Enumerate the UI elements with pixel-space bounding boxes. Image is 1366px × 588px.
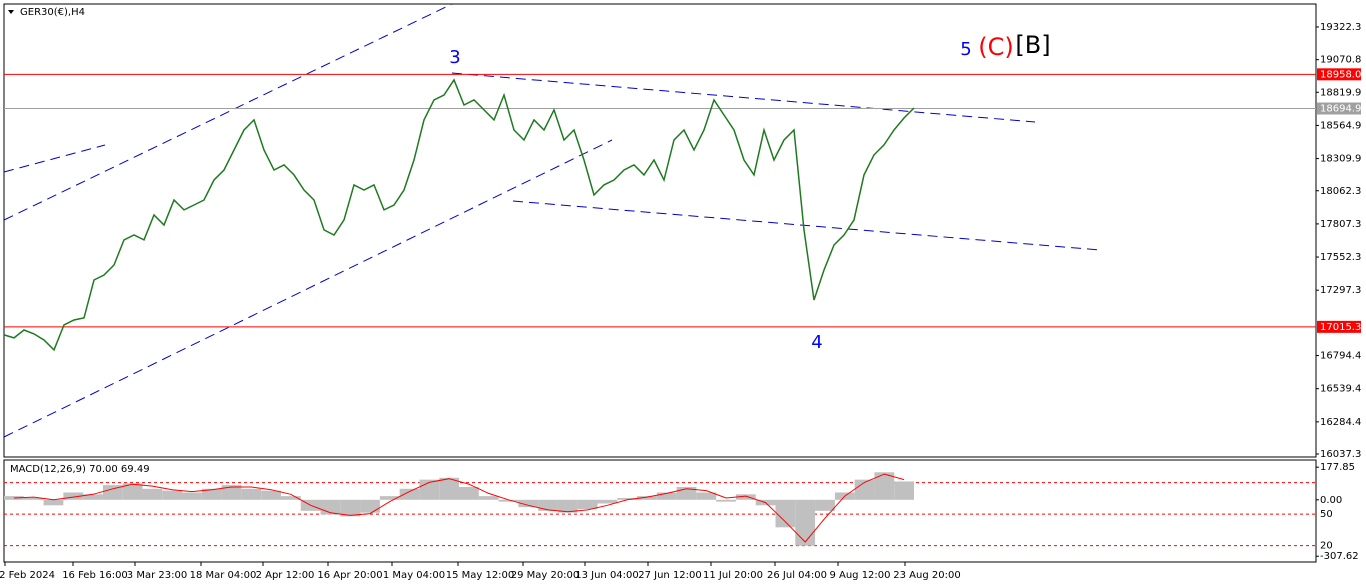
price-label-box [1317, 68, 1361, 81]
menu-arrow[interactable] [8, 10, 14, 14]
x-tick-label: 27 Jun 12:00 [638, 570, 702, 581]
macd-bar [775, 499, 796, 528]
macd-bar [696, 492, 717, 500]
macd-bar [518, 499, 539, 508]
y-tick-label: 16794.4 [1320, 351, 1361, 362]
wave-label: [B] [1015, 31, 1050, 59]
macd-bar [63, 492, 84, 500]
macd-bar [439, 477, 459, 500]
x-tick-label: 11 Jul 20:00 [703, 570, 763, 581]
y-tick-label: 17297.3 [1320, 285, 1361, 296]
trend-line [451, 72, 1036, 123]
y-tick-label: 16037.3 [1320, 449, 1361, 460]
macd-bar [280, 496, 301, 500]
macd-title: MACD(12,26,9) 70.00 69.49 [10, 464, 150, 475]
macd-bar [83, 494, 103, 500]
macd-bar [617, 497, 638, 500]
price-label: 18694.9 [1320, 104, 1361, 115]
macd-bar [874, 472, 895, 500]
level-label: 20 [1320, 541, 1333, 552]
macd-bar [815, 499, 835, 511]
x-tick-label: 23 Aug 20:00 [893, 570, 960, 581]
macd-bar [577, 499, 598, 509]
y-tick-label: 17807.3 [1320, 219, 1361, 230]
signal-line [13, 473, 905, 543]
macd-bar [795, 499, 816, 546]
macd-bar [23, 497, 44, 500]
macd-bar [201, 488, 222, 500]
wave-label: 4 [811, 332, 822, 353]
macd-bar [43, 499, 64, 506]
macd-bar [102, 485, 123, 500]
macd-bar [854, 479, 875, 500]
macd-bar [142, 488, 163, 500]
wave-label: 3 [449, 47, 460, 68]
x-tick-label: 2 Apr 12:00 [256, 570, 315, 581]
y-tick-label: 18819.9 [1320, 87, 1361, 98]
price-label-box [1317, 320, 1361, 333]
macd-bar [478, 496, 499, 500]
macd-bar [894, 481, 914, 500]
macd-bar [459, 486, 479, 500]
y-tick-label: 17552.3 [1320, 252, 1361, 263]
macd-bar [498, 499, 519, 502]
price-panel [3, 3, 1317, 458]
x-tick-label: 26 Jul 04:00 [767, 570, 827, 581]
trend-line [3, 144, 106, 173]
y-tick-label: 18309.9 [1320, 154, 1361, 165]
macd-bar [182, 492, 202, 500]
macd-panel [3, 459, 1317, 563]
macd-bar [261, 490, 281, 500]
macd-bar [656, 492, 677, 500]
x-tick-label: 3 Mar 23:00 [127, 570, 187, 581]
wave-label: (C) [978, 33, 1013, 61]
x-tick-label: 18 Mar 04:00 [190, 570, 257, 581]
macd-bar [241, 488, 262, 500]
x-tick-label: 16 Feb 16:00 [62, 570, 128, 581]
macd-bar [538, 499, 558, 511]
x-tick-label: 2 Feb 2024 [0, 570, 55, 581]
y-tick-label: 19070.8 [1320, 55, 1361, 66]
macd-bar [162, 490, 183, 500]
level-label: 50 [1320, 509, 1333, 520]
macd-bar [360, 499, 380, 513]
y-tick-label: 16284.4 [1320, 417, 1361, 428]
trend-line [512, 200, 1101, 251]
y-tick-label: 18062.3 [1320, 186, 1361, 197]
wave-label: 5 [960, 39, 971, 60]
y-tick-label: -307.62 [1320, 551, 1359, 562]
price-label: 17015.3 [1320, 322, 1361, 333]
macd-bar [122, 483, 143, 500]
macd-bar [716, 499, 736, 502]
x-tick-label: 15 May 12:00 [446, 570, 515, 581]
y-tick-label: 16539.4 [1320, 384, 1361, 395]
macd-bar [4, 496, 24, 500]
price-label-box [1317, 102, 1361, 115]
trend-line [3, 139, 613, 438]
macd-bar [597, 499, 618, 504]
x-tick-label: 29 May 20:00 [511, 570, 580, 581]
chart-title: GER30(€),H4 [20, 7, 85, 18]
macd-bar [399, 488, 420, 500]
price-line-series [3, 78, 915, 352]
y-tick-label: 18564.9 [1320, 120, 1361, 131]
macd-bar [340, 499, 361, 517]
y-tick-label: 0.00 [1320, 495, 1342, 506]
x-tick-label: 1 May 04:00 [383, 570, 445, 581]
y-tick-label: 177.85 [1320, 462, 1355, 473]
y-tick-label: 19322.3 [1320, 22, 1361, 33]
x-tick-label: 16 Apr 20:00 [317, 570, 382, 581]
trend-lines [3, 3, 1101, 438]
macd-bar [221, 485, 242, 500]
trend-line [3, 3, 453, 221]
x-tick-label: 9 Aug 12:00 [829, 570, 890, 581]
macd-bar [379, 496, 400, 500]
macd-bar [637, 496, 657, 500]
x-tick-label: 13 Jun 04:00 [575, 570, 639, 581]
macd-bar [557, 499, 578, 513]
price-label: 18958.0 [1320, 69, 1361, 80]
macd-bar [735, 494, 756, 500]
